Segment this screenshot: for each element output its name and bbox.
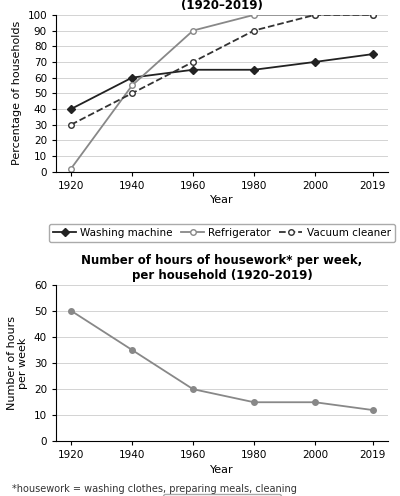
X-axis label: Year: Year	[210, 465, 234, 475]
X-axis label: Year: Year	[210, 195, 234, 205]
Text: *housework = washing clothes, preparing meals, cleaning: *housework = washing clothes, preparing …	[12, 484, 297, 494]
Title: Percentage of households with electrical appliances
(1920–2019): Percentage of households with electrical…	[49, 0, 395, 12]
Legend: Hours per week: Hours per week	[163, 494, 281, 496]
Title: Number of hours of housework* per week,
per household (1920–2019): Number of hours of housework* per week, …	[81, 254, 363, 282]
Y-axis label: Percentage of households: Percentage of households	[12, 21, 22, 166]
Y-axis label: Number of hours
per week: Number of hours per week	[7, 316, 28, 410]
Legend: Washing machine, Refrigerator, Vacuum cleaner: Washing machine, Refrigerator, Vacuum cl…	[49, 224, 395, 242]
